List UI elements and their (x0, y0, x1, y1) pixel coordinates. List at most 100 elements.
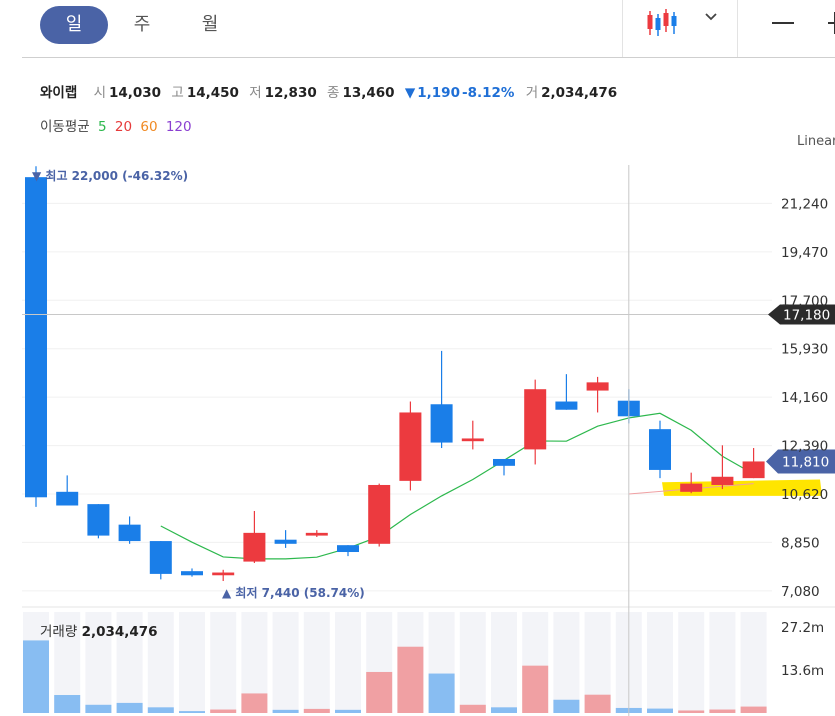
stock-name: 와이랩 (40, 85, 78, 101)
minus-icon[interactable] (772, 22, 794, 24)
volume-header-label: 거래량 (40, 624, 78, 640)
volume-value: 2,034,476 (541, 85, 618, 101)
y-tick-label: 7,080 (781, 584, 820, 600)
candle-body (337, 545, 359, 553)
ma-legend-label: 이동평균 (40, 119, 90, 135)
crosshair-price-tag (768, 304, 835, 325)
moving-average-legend[interactable]: 이동평균 5 20 60 120 (40, 115, 196, 135)
candle-body (149, 541, 172, 574)
volume-bar (335, 709, 361, 713)
low-price-marker: ▲ 최저 7,440 (58.74%) (222, 585, 365, 600)
candlestick-icon[interactable] (646, 8, 680, 38)
volume-bar (491, 707, 517, 713)
volume-bar (179, 711, 205, 713)
volume-bar (366, 671, 393, 713)
candle-body (118, 524, 141, 542)
candle-body (524, 389, 547, 450)
volume-slot (116, 612, 143, 713)
low-value: 12,830 (264, 85, 317, 101)
chevron-down-icon[interactable] (703, 10, 719, 24)
tab-month[interactable]: 월 (201, 14, 219, 35)
change-value: 1,190 (417, 85, 460, 101)
volume-bar (678, 710, 705, 713)
volume-bar (23, 640, 49, 713)
open-label: 시 (93, 85, 106, 101)
volume-slot (179, 612, 205, 713)
candle-body (243, 532, 266, 562)
candle-body (399, 412, 422, 481)
toolbar-divider (737, 0, 738, 57)
toolbar: 일 주 월 (0, 0, 835, 57)
volume-tick-label: 27.2m (781, 620, 824, 636)
candle-body (742, 461, 765, 479)
volume-bar (709, 709, 736, 713)
open-value: 14,030 (108, 85, 162, 101)
toolbar-divider (22, 57, 835, 58)
volume-bar (397, 646, 424, 713)
candle-body (586, 382, 609, 391)
volume-slot (272, 612, 299, 713)
volume-slot (647, 612, 673, 713)
volume-header: 거래량 2,034,476 (40, 620, 158, 640)
volume-slot (303, 612, 330, 713)
toolbar-divider (622, 0, 623, 57)
change-percent: -8.12% (461, 85, 515, 101)
last-price-label: 11,810 (782, 454, 829, 470)
volume-header-value: 2,034,476 (81, 624, 158, 640)
change-arrow-icon: ▼ (404, 85, 416, 101)
crosshair-price-label: 17,180 (783, 308, 830, 324)
candle-body (711, 476, 734, 485)
candle-body (555, 401, 578, 410)
volume-slot (678, 612, 705, 713)
volume-bar (584, 694, 611, 713)
volume-slot (709, 612, 736, 713)
volume-slot (459, 612, 486, 713)
candle-body (274, 539, 297, 544)
high-value: 14,450 (186, 85, 239, 101)
volume-label: 거 (525, 85, 539, 101)
tab-week[interactable]: 주 (133, 14, 151, 35)
candle-body (181, 571, 203, 576)
candle-body (56, 491, 79, 506)
last-price-tag (766, 449, 835, 474)
volume-bar (647, 708, 673, 713)
candle-body (305, 532, 328, 536)
y-tick-label: 19,470 (781, 245, 828, 261)
candle-body (87, 504, 110, 536)
candle-body (430, 404, 453, 443)
volume-tick-label: 13.6m (781, 663, 824, 679)
volume-bar (210, 709, 237, 713)
scale-mode-toggle[interactable]: Linear (797, 134, 835, 149)
candle-body (368, 484, 391, 544)
y-tick-label: 15,930 (781, 342, 828, 358)
low-label: 저 (249, 85, 262, 101)
ma-120-label: 120 (165, 119, 192, 135)
high-price-marker: ▼ 최고 22,000 (-46.32%) (32, 168, 188, 183)
volume-slot (740, 612, 767, 713)
volume-bar (428, 673, 455, 713)
volume-slot (85, 612, 112, 713)
candle-body (649, 429, 671, 470)
y-tick-label: 21,240 (781, 196, 828, 212)
volume-bar (241, 693, 268, 713)
candle-body (461, 438, 484, 442)
close-value: 13,460 (342, 85, 395, 101)
volume-slot (491, 612, 517, 713)
volume-slot (553, 612, 580, 713)
candle-body (680, 483, 703, 492)
volume-slot (335, 612, 361, 713)
volume-bar (740, 706, 767, 713)
volume-bar (303, 708, 330, 713)
volume-bar (553, 699, 580, 713)
price-summary: 와이랩 시 14,030 고 14,450 저 12,830 종 13,460 ▼ 1,1… (40, 81, 623, 103)
candle-body (212, 572, 235, 576)
volume-bar (85, 704, 112, 713)
volume-slot (210, 612, 237, 713)
ma-5-label: 5 (97, 119, 107, 135)
volume-bar (272, 709, 299, 713)
tab-day[interactable]: 일 (40, 6, 108, 44)
ma-60-label: 60 (140, 119, 158, 135)
ma-20-label: 20 (114, 119, 133, 135)
y-tick-label: 17,700 (781, 293, 828, 309)
